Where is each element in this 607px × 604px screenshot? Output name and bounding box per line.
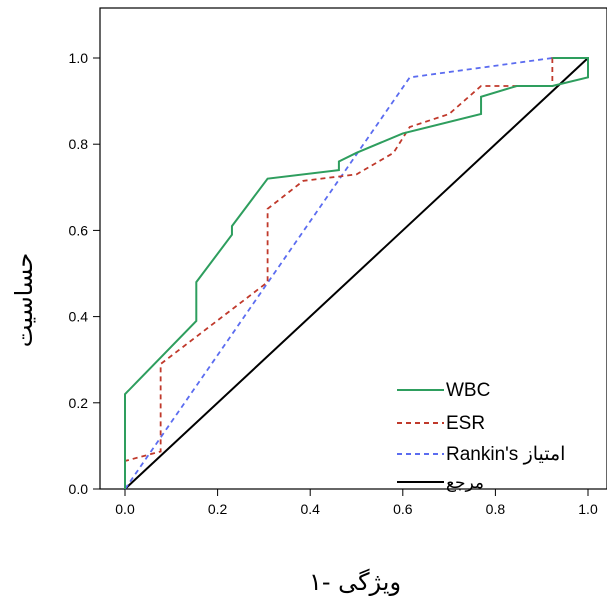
x-tick-label: 0.4 (300, 501, 320, 517)
legend-label-3: مرجع (446, 473, 484, 493)
legend: WBC ESR Rankin's امتیاز مرجع (397, 380, 565, 493)
plot-frame (99, 7, 607, 490)
y-tick-label: 1.0 (69, 50, 89, 66)
x-axis-ticks: 0.0 0.2 0.4 0.6 0.8 1.0 (115, 489, 598, 517)
y-tick-label: 0.6 (69, 222, 89, 238)
x-tick-label: 0.0 (115, 501, 135, 517)
y-tick-label: 0.8 (69, 136, 89, 152)
y-axis-ticks: 0.0 0.2 0.4 0.6 0.8 1.0 (69, 50, 100, 497)
series-line-1 (124, 57, 588, 489)
y-tick-label: 0.4 (69, 309, 89, 325)
y-tick-label: 0.0 (69, 481, 89, 497)
x-tick-label: 0.6 (393, 501, 413, 517)
legend-label-0: WBC (446, 380, 490, 401)
y-tick-label: 0.2 (69, 395, 89, 411)
x-tick-label: 0.8 (486, 501, 506, 517)
y-axis-title: حساسیت (10, 253, 38, 347)
series-line-0 (124, 57, 589, 489)
x-axis-title: ویژگی -۱ (309, 568, 401, 596)
series-layer (124, 57, 589, 490)
legend-label-1: ESR (446, 413, 485, 434)
series-line-3 (124, 57, 589, 490)
x-tick-label: 0.2 (208, 501, 228, 517)
x-tick-label: 1.0 (578, 501, 598, 517)
legend-label-2: Rankin's امتیاز (446, 444, 565, 465)
